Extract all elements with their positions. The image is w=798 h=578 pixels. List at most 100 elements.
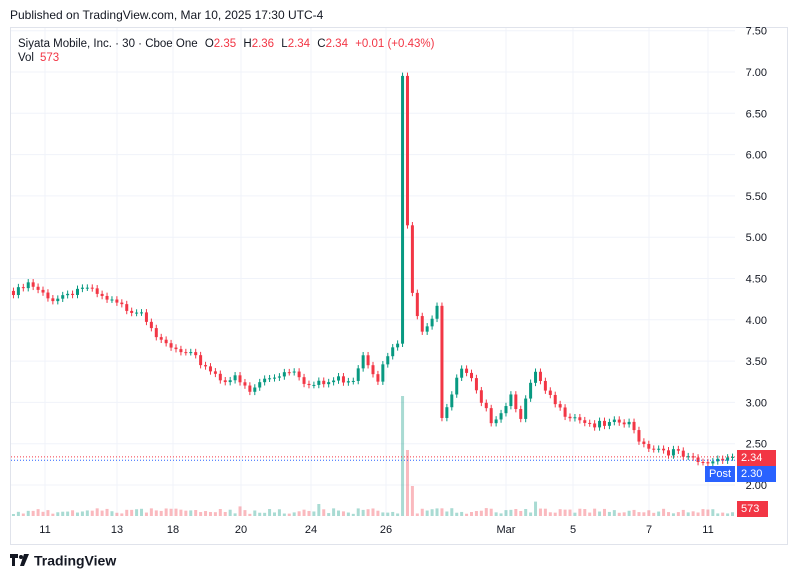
- candle-body: [558, 404, 562, 408]
- volume-bar: [105, 508, 109, 516]
- candle-body: [194, 352, 198, 356]
- volume-bar: [169, 508, 173, 516]
- volume-bar: [578, 508, 582, 516]
- price-tick-label: 7.50: [746, 26, 767, 38]
- volume-bar: [90, 510, 94, 516]
- candle-body: [676, 449, 680, 451]
- candle-body: [662, 448, 666, 451]
- candle-body: [317, 380, 321, 385]
- candle-body: [647, 444, 651, 449]
- candle-body: [612, 419, 616, 423]
- candle-body: [164, 339, 168, 344]
- volume-bar: [701, 509, 705, 516]
- volume-bar: [322, 509, 326, 516]
- volume-bar: [85, 510, 89, 516]
- candle-body: [213, 371, 217, 374]
- time-tick-label: 11: [702, 524, 713, 536]
- volume-bar: [277, 509, 281, 516]
- candle-body: [61, 295, 65, 299]
- volume-bar: [140, 508, 144, 516]
- volume-bar: [494, 512, 498, 516]
- candle-body: [100, 293, 104, 296]
- volume-bar: [489, 508, 493, 516]
- volume-bar: [588, 512, 592, 516]
- candle-body: [396, 343, 400, 348]
- candle-body: [524, 398, 528, 419]
- volume-bar: [297, 511, 301, 516]
- volume-bar: [647, 510, 651, 516]
- symbol-label[interactable]: Siyata Mobile, Inc. · 30 · Cboe One: [18, 38, 198, 50]
- candle-body: [346, 381, 350, 383]
- candle-body: [706, 462, 710, 464]
- candle-body: [322, 380, 326, 385]
- candle-body: [494, 419, 498, 424]
- candle-body: [189, 352, 193, 354]
- candle-body: [681, 450, 685, 457]
- price-tick-label: 6.50: [746, 108, 767, 120]
- post-label-badge: Post: [705, 466, 736, 482]
- footer-brand-label: TradingView: [34, 552, 117, 569]
- volume-bar: [381, 512, 385, 516]
- volume-bar: [455, 512, 459, 516]
- volume-bar: [302, 509, 306, 516]
- candle-body: [642, 441, 646, 445]
- candle-body: [716, 458, 720, 462]
- low-label: L: [281, 38, 288, 50]
- volume-bar: [268, 509, 272, 516]
- volume-bar: [272, 512, 276, 516]
- time-tick-label: 5: [570, 524, 576, 536]
- open-value: 2.35: [213, 38, 237, 50]
- volume-bar: [282, 513, 286, 516]
- candle-body: [583, 420, 587, 423]
- candle-body: [46, 292, 50, 299]
- volume-bar: [346, 512, 350, 516]
- volume-bar: [716, 513, 720, 516]
- candle-body: [263, 378, 267, 383]
- volume-bar: [726, 513, 730, 516]
- volume-bar: [233, 513, 237, 516]
- footer-brand[interactable]: TradingView: [10, 551, 116, 568]
- volume-bar: [351, 513, 355, 516]
- volume-bar: [509, 509, 513, 516]
- candle-body: [332, 380, 336, 383]
- candle-body: [504, 406, 508, 414]
- price-tick-label: 6.00: [746, 150, 767, 162]
- chart-frame[interactable]: [10, 27, 788, 545]
- candle-body: [125, 304, 129, 311]
- legend: Siyata Mobile, Inc. · 30 · Cboe One O2.3…: [18, 36, 434, 52]
- candle-body: [607, 422, 611, 426]
- volume-bar: [213, 512, 217, 516]
- volume-bar: [56, 512, 60, 516]
- candle-body: [479, 390, 483, 403]
- volume-bar: [95, 508, 99, 516]
- candle-body: [386, 356, 390, 365]
- volume-bar: [26, 510, 30, 516]
- open-label: O: [204, 38, 214, 50]
- volume-bar: [130, 509, 134, 516]
- volume-bar: [149, 508, 153, 516]
- volume-bar: [681, 509, 685, 516]
- volume-bar: [538, 508, 542, 516]
- candle-body: [637, 430, 641, 442]
- candle-body: [657, 448, 661, 450]
- change-value: +0.01 (+0.43%): [355, 38, 435, 50]
- close-label: C: [317, 38, 326, 50]
- price-tick-label: 3.50: [746, 356, 767, 368]
- volume-bar: [706, 509, 710, 516]
- volume-bar: [598, 511, 602, 516]
- volume-bar: [223, 511, 227, 516]
- volume-bar: [71, 510, 75, 516]
- price-tick-label: 2.50: [746, 439, 767, 451]
- volume-bar: [602, 508, 606, 516]
- volume-bar: [627, 510, 631, 516]
- volume-bar: [519, 510, 523, 516]
- candle-body: [302, 377, 306, 384]
- volume-bar: [696, 512, 700, 516]
- candle-body: [287, 372, 291, 374]
- volume-bar: [100, 510, 104, 516]
- candle-body: [130, 310, 134, 313]
- candle-body: [420, 316, 424, 332]
- volume-bar: [287, 513, 291, 516]
- candle-body: [617, 419, 621, 423]
